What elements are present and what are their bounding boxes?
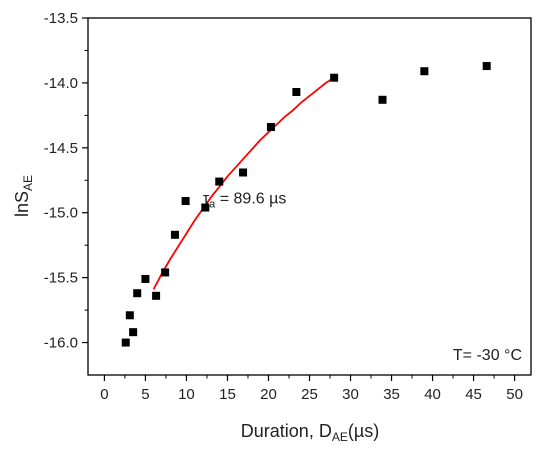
- data-point-marker: [330, 73, 339, 82]
- data-point-marker: [420, 67, 429, 76]
- temperature-annotation: T= -30 °C: [453, 347, 522, 364]
- x-axis-title: Duration, DAE(µs): [241, 421, 379, 444]
- y-tick-label: -14.5: [44, 140, 78, 157]
- x-tick-label: 20: [260, 386, 277, 403]
- x-tick-label: 0: [100, 386, 108, 403]
- data-point-marker: [170, 230, 179, 239]
- data-point-marker: [161, 268, 170, 277]
- plot-frame: [87, 17, 532, 376]
- data-points-layer: [121, 62, 491, 347]
- data-point-marker: [215, 177, 224, 186]
- y-tick-label: -16.0: [44, 335, 78, 352]
- y-tick-label: -15.5: [44, 270, 78, 287]
- x-tick-label: 25: [301, 386, 318, 403]
- x-axis-title-subscript: AE: [332, 430, 348, 444]
- tau-value: = 89.6 µs: [215, 191, 286, 208]
- x-tick-label: 40: [424, 386, 441, 403]
- x-axis-ticks: [103, 375, 516, 381]
- data-point-marker: [201, 203, 210, 212]
- plot-area-border: [87, 17, 532, 376]
- exponential-fit-curve: [152, 76, 335, 290]
- data-point-marker: [133, 289, 142, 298]
- x-tick-label: 10: [178, 386, 195, 403]
- x-tick-label: 15: [219, 386, 236, 403]
- tau-symbol: τ: [203, 191, 210, 208]
- y-tick-label: -14.0: [44, 75, 78, 92]
- x-axis-tick-labels: 0 5 10 15 20 25 30 35 40 45 50: [100, 386, 523, 403]
- y-axis-title-main: lnS: [12, 191, 32, 217]
- data-point-marker: [378, 95, 387, 104]
- data-point-marker: [129, 328, 138, 337]
- x-tick-label: 45: [465, 386, 482, 403]
- data-point-marker: [482, 62, 491, 71]
- tau-subscript: a: [209, 199, 216, 211]
- data-point-marker: [239, 168, 248, 177]
- y-axis-title: lnSAE: [12, 175, 35, 217]
- y-axis-ticks: [82, 17, 88, 344]
- x-axis-title-main: Duration, D: [241, 421, 332, 441]
- x-tick-label: 30: [342, 386, 359, 403]
- data-point-marker: [141, 274, 150, 283]
- tau-annotation: τa = 89.6 µs: [203, 191, 287, 211]
- x-tick-label: 50: [506, 386, 523, 403]
- x-tick-label: 35: [383, 386, 400, 403]
- data-point-marker: [181, 197, 190, 206]
- data-point-marker: [292, 87, 301, 96]
- data-point-marker: [152, 291, 161, 300]
- x-axis-title-unit: (µs): [348, 421, 379, 441]
- fit-curve-layer: [152, 76, 335, 290]
- data-point-marker: [266, 123, 275, 132]
- y-tick-label: -13.5: [44, 10, 78, 27]
- x-tick-label: 5: [141, 386, 149, 403]
- data-point-marker: [125, 311, 134, 320]
- data-point-marker: [121, 338, 130, 347]
- y-axis-tick-labels: -16.0 -15.5 -15.0 -14.5 -14.0 -13.5: [44, 10, 78, 352]
- y-tick-label: -15.0: [44, 205, 78, 222]
- y-axis-title-subscript: AE: [21, 175, 35, 191]
